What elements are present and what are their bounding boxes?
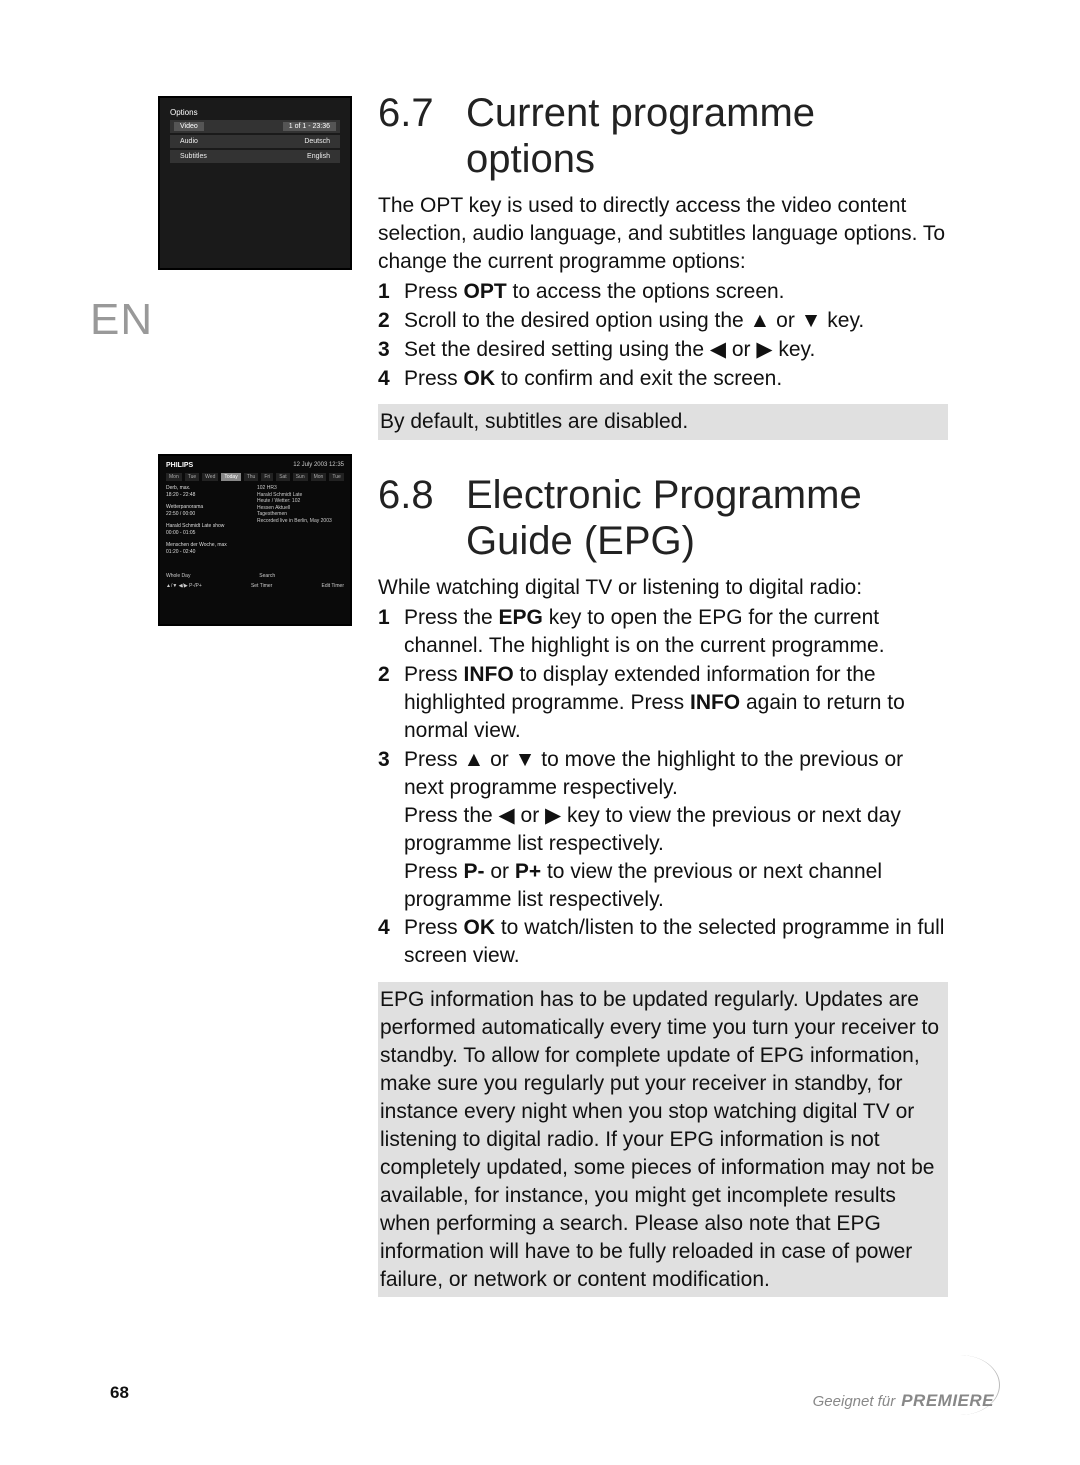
scr2-tab: Today: [221, 473, 240, 481]
scr1-cell-left: Video: [174, 122, 204, 131]
step-number: 4: [378, 914, 404, 970]
scr1-row: Video 1 of 1 - 23:36: [170, 120, 340, 133]
steps-6-7: 1Press OPT to access the options screen.…: [378, 278, 948, 393]
scr2-left-list: Derb, max. 18:20 - 22:48 Wetterpanorama 2…: [166, 485, 253, 561]
step-text: Press the EPG key to open the EPG for th…: [404, 604, 948, 660]
step-item: 3Set the desired setting using the ◀ or …: [378, 336, 948, 364]
step-text: Press INFO to display extended informati…: [404, 661, 948, 745]
intro-6-8: While watching digital TV or listening t…: [378, 574, 948, 602]
screenshot-options: Options Video 1 of 1 - 23:36 Audio Deuts…: [158, 96, 352, 270]
footer-brand: Geeignet für PREMIERE: [813, 1391, 994, 1411]
scr2-tab: Mon: [166, 473, 182, 481]
step-text: Press OK to confirm and exit the screen.: [404, 365, 948, 393]
scr2-right-list: 102 HR3Harald Schmidt LateHeute / Wetter…: [257, 485, 344, 561]
step-number: 1: [378, 604, 404, 660]
scr2-left-item: Menschen der Woche, max 01:20 - 02:40: [166, 542, 253, 556]
scr2-tab: Tue: [185, 473, 199, 481]
scr2-tab: Wed: [202, 473, 218, 481]
scr1-cell-left: Subtitles: [174, 152, 213, 161]
scr1-cell-right: Deutsch: [298, 137, 336, 146]
page-number: 68: [110, 1383, 129, 1403]
step-number: 2: [378, 307, 404, 335]
scr2-tab: Sat: [276, 473, 290, 481]
steps-6-8: 1Press the EPG key to open the EPG for t…: [378, 604, 948, 970]
footer-geeignet: Geeignet für: [813, 1393, 896, 1410]
scr2-tab: Thu: [244, 473, 259, 481]
scr2-tab: Fri: [261, 473, 273, 481]
scr2-nav-hint: ▲/▼ ◀/▶ P-/P+: [166, 583, 202, 589]
scr2-bottom-mid: Search: [259, 573, 275, 579]
scr2-tab: Mon: [311, 473, 327, 481]
step-number: 4: [378, 365, 404, 393]
step-item: 2Press INFO to display extended informat…: [378, 661, 948, 745]
language-tag: EN: [90, 295, 153, 345]
scr2-date: 12 July 2003 12:35: [293, 462, 344, 469]
scr2-bottom-left: Whole Day: [166, 573, 190, 579]
intro-6-7: The OPT key is used to directly access t…: [378, 192, 948, 276]
note-6-8: EPG information has to be updated regula…: [378, 982, 948, 1297]
scr1-cell-right: English: [301, 152, 336, 161]
step-item: 2Scroll to the desired option using the …: [378, 307, 948, 335]
screenshot-epg: PHILIPS 12 July 2003 12:35 MonTueWedToda…: [158, 454, 352, 626]
step-text: Press OPT to access the options screen.: [404, 278, 948, 306]
step-text: Press ▲ or ▼ to move the highlight to th…: [404, 746, 948, 914]
scr1-cell-left: Audio: [174, 137, 204, 146]
step-item: 1Press the EPG key to open the EPG for t…: [378, 604, 948, 660]
step-number: 2: [378, 661, 404, 745]
step-item: 1Press OPT to access the options screen.: [378, 278, 948, 306]
heading-6-7: 6.7 Current programme options: [378, 90, 948, 182]
step-number: 3: [378, 336, 404, 364]
scr2-right-item: Recorded live in Berlin, May 2003: [257, 518, 344, 525]
scr1-title: Options: [170, 108, 340, 117]
footer-premiere: PREMIERE: [901, 1391, 994, 1411]
scr1-cell-right: 1 of 1 - 23:36: [283, 122, 336, 131]
step-text: Scroll to the desired option using the ▲…: [404, 307, 948, 335]
heading-num: 6.8: [378, 473, 438, 518]
scr2-left-item: Harald Schmidt Late show 00:00 - 01:05: [166, 523, 253, 537]
scr2-tab: Tue: [329, 473, 343, 481]
scr2-set-timer: Set Timer: [251, 583, 272, 589]
step-item: 4Press OK to confirm and exit the screen…: [378, 365, 948, 393]
scr1-row: Subtitles English: [170, 150, 340, 163]
scr2-edit-timer: Edit Timer: [321, 583, 344, 589]
scr2-left-item: Derb, max. 18:20 - 22:48: [166, 485, 253, 499]
step-number: 1: [378, 278, 404, 306]
heading-title: Electronic Programme Guide (EPG): [466, 472, 948, 564]
scr2-tab: Sun: [293, 473, 308, 481]
scr2-left-item: Wetterpanorama 22:50 / 00:00: [166, 504, 253, 518]
heading-6-8: 6.8 Electronic Programme Guide (EPG): [378, 472, 948, 564]
scr2-tabs: MonTueWedTodayThuFriSatSunMonTue: [166, 473, 344, 481]
note-6-7: By default, subtitles are disabled.: [378, 404, 948, 440]
scr2-footer: Whole Day Search: [166, 573, 344, 579]
step-number: 3: [378, 746, 404, 914]
step-text: Set the desired setting using the ◀ or ▶…: [404, 336, 948, 364]
step-item: 4Press OK to watch/listen to the selecte…: [378, 914, 948, 970]
step-item: 3Press ▲ or ▼ to move the highlight to t…: [378, 746, 948, 914]
step-text: Press OK to watch/listen to the selected…: [404, 914, 948, 970]
scr1-row: Audio Deutsch: [170, 135, 340, 148]
heading-title: Current programme options: [466, 90, 948, 182]
heading-num: 6.7: [378, 91, 438, 136]
scr2-brand: PHILIPS: [166, 462, 193, 469]
